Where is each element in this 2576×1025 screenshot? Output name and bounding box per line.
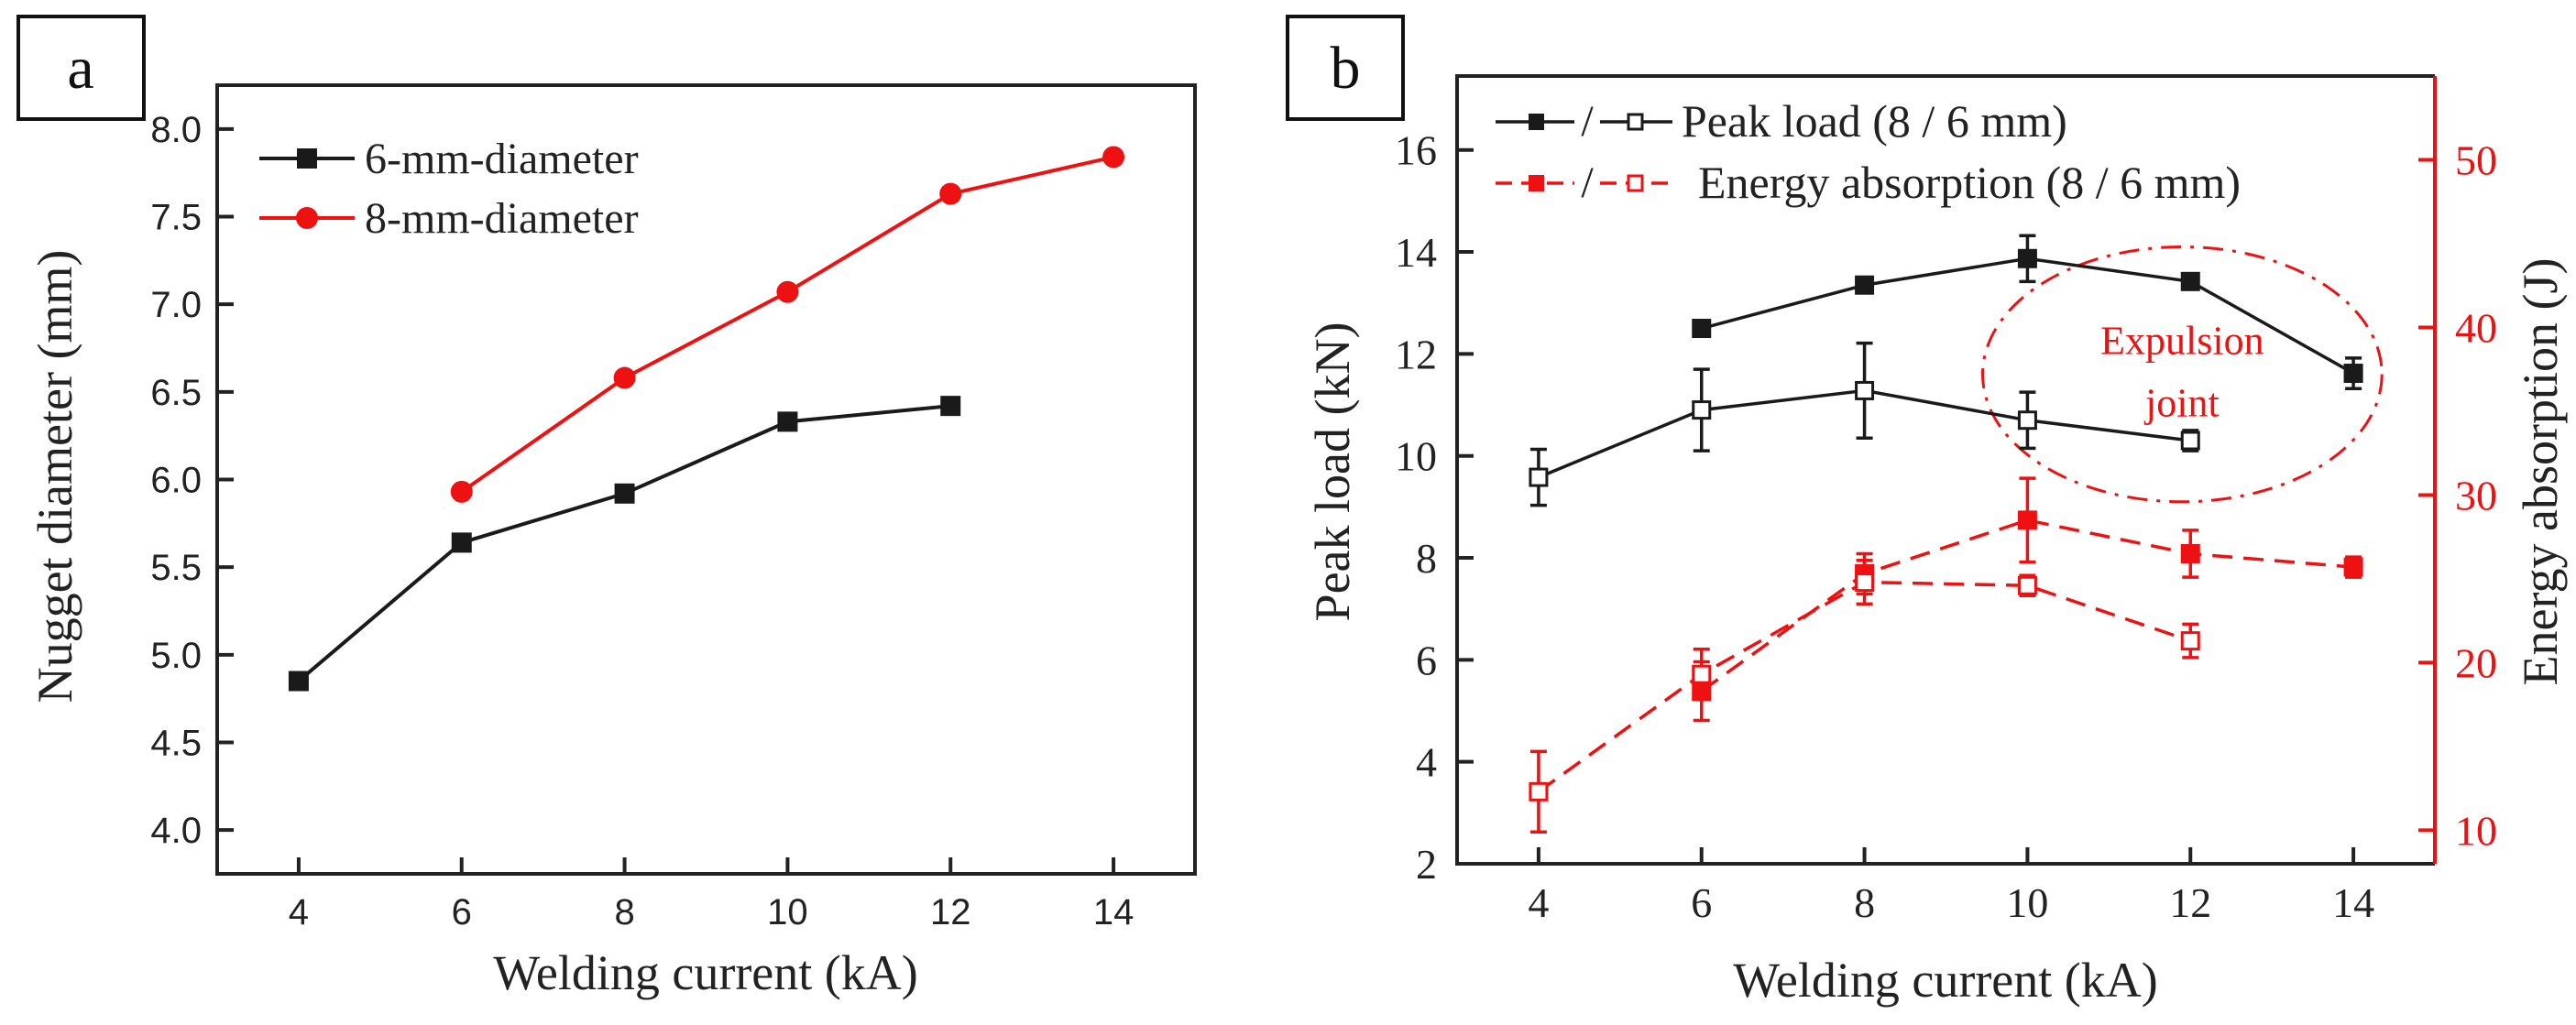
data-point xyxy=(2017,248,2037,268)
y-tick-label-left: 12 xyxy=(1395,331,1437,377)
legend-label: 6-mm-diameter xyxy=(365,135,639,183)
data-point xyxy=(2180,431,2200,451)
panel-label-box xyxy=(16,15,146,121)
data-point xyxy=(2180,271,2200,291)
annotation-text: joint xyxy=(2143,381,2220,426)
x-tick-label: 6 xyxy=(1691,879,1712,926)
data-point xyxy=(1692,400,1712,420)
panel-b: b Welding current (kA) Peak load (kN) En… xyxy=(1286,15,2568,1008)
data-point xyxy=(939,182,962,205)
y-tick-label: 6.0 xyxy=(150,461,202,501)
data-point xyxy=(940,396,961,417)
panel-label-box xyxy=(1286,15,1405,121)
y-tick-label-right: 30 xyxy=(2455,472,2497,518)
data-point xyxy=(776,280,799,303)
panel-a: a Welding current (kA) Nugget diameter (… xyxy=(16,15,1197,1000)
data-point xyxy=(1692,664,1712,684)
plot-frame xyxy=(1455,74,2435,866)
y-tick-label: 4.0 xyxy=(150,811,202,851)
data-point xyxy=(288,671,309,692)
data-point xyxy=(1692,319,1712,339)
data-point xyxy=(1529,467,1549,487)
data-point xyxy=(2343,364,2363,384)
data-point xyxy=(614,483,635,504)
data-point xyxy=(2017,410,2037,431)
y-tick-label-left: 6 xyxy=(1416,637,1437,683)
x-tick-label: 12 xyxy=(930,892,971,932)
y-tick-label-left: 4 xyxy=(1416,739,1437,786)
x-tick-label: 10 xyxy=(767,892,808,932)
legend-separator: / xyxy=(1581,158,1594,207)
data-point xyxy=(2180,543,2200,563)
legend-label: 8-mm-diameter xyxy=(365,194,639,243)
series-line xyxy=(297,404,951,683)
legend-marker-filled xyxy=(1529,175,1544,191)
y-tick-label: 7.0 xyxy=(150,285,202,325)
data-point xyxy=(1102,146,1125,169)
annotation-text: Expulsion xyxy=(2100,319,2264,364)
data-point xyxy=(1855,572,1875,593)
y-axis-title-right: Energy absorption (J) xyxy=(2513,258,2568,686)
y-tick-label-right: 10 xyxy=(2455,807,2497,854)
y-tick-label: 5.0 xyxy=(150,636,202,676)
x-tick-label: 4 xyxy=(289,892,309,932)
panel-label: a xyxy=(67,35,93,102)
y-axis-title-left: Peak load (kN) xyxy=(1305,322,1360,622)
data-point xyxy=(2017,575,2037,595)
legend-marker-open xyxy=(1627,174,1644,192)
x-tick-label: 8 xyxy=(1854,879,1875,926)
y-tick-label-right: 50 xyxy=(2455,136,2497,183)
legend-marker xyxy=(297,148,317,169)
data-point xyxy=(1855,380,1875,400)
x-tick-label: 8 xyxy=(614,892,634,932)
legend-marker xyxy=(296,207,318,229)
x-tick-label: 6 xyxy=(452,892,472,932)
y-tick-label: 4.5 xyxy=(150,724,202,764)
x-tick-label: 10 xyxy=(2006,879,2048,926)
y-tick-label-right: 40 xyxy=(2455,304,2497,351)
y-axis-title: Nugget diameter (mm) xyxy=(27,250,82,703)
data-point xyxy=(1855,275,1875,295)
x-tick-label: 14 xyxy=(2332,879,2374,926)
y-tick-label-left: 10 xyxy=(1395,433,1437,480)
series-line xyxy=(1537,580,2191,793)
x-tick-label: 14 xyxy=(1093,892,1135,932)
data-point xyxy=(2343,557,2363,577)
y-tick-label-left: 2 xyxy=(1416,841,1437,888)
y-tick-label-left: 14 xyxy=(1395,229,1437,276)
panel-label: b xyxy=(1331,35,1361,102)
y-tick-label: 5.5 xyxy=(150,548,202,588)
y-tick-label-left: 8 xyxy=(1416,535,1437,582)
data-point xyxy=(2180,631,2200,651)
legend-separator: / xyxy=(1581,97,1594,146)
data-point xyxy=(2017,510,2037,530)
data-point xyxy=(450,480,473,503)
y-tick-label: 8.0 xyxy=(150,110,202,150)
data-point xyxy=(451,532,472,553)
y-tick-label-right: 20 xyxy=(2455,639,2497,686)
y-tick-label: 7.5 xyxy=(150,198,202,238)
data-point xyxy=(1529,781,1549,801)
legend-marker-open xyxy=(1627,113,1644,131)
annotation-ellipse xyxy=(1981,245,2384,504)
x-axis-title: Welding current (kA) xyxy=(493,945,917,1000)
legend-label: Peak load (8 / 6 mm) xyxy=(1682,95,2067,147)
x-tick-label: 4 xyxy=(1528,879,1549,926)
x-tick-label: 12 xyxy=(2169,879,2211,926)
legend-marker-filled xyxy=(1529,114,1544,130)
legend-label: Energy absorption (8 / 6 mm) xyxy=(1698,157,2241,208)
x-axis-title: Welding current (kA) xyxy=(1733,953,2157,1008)
y-tick-label: 6.5 xyxy=(150,373,202,413)
data-point xyxy=(613,366,636,389)
y-tick-label-left: 16 xyxy=(1395,127,1437,174)
data-point xyxy=(777,411,798,432)
